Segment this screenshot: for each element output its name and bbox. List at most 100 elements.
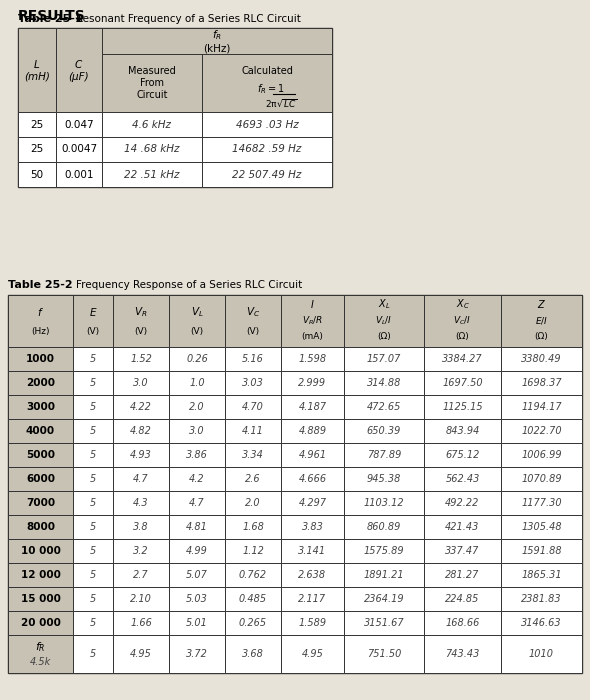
Text: 1010: 1010 [529, 649, 554, 659]
Text: 1022.70: 1022.70 [521, 426, 562, 436]
Text: 20 000: 20 000 [21, 618, 60, 628]
Text: 860.89: 860.89 [367, 522, 401, 532]
Text: 224.85: 224.85 [445, 594, 480, 604]
Bar [281, 371, 344, 395]
Text: 4.70: 4.70 [242, 402, 264, 412]
Bar [73, 395, 113, 419]
Bar [113, 563, 169, 587]
Text: $C$
(μF): $C$ (μF) [68, 58, 89, 82]
Text: 4.81: 4.81 [186, 522, 208, 532]
Bar [56, 162, 102, 187]
Text: (Ω): (Ω) [377, 332, 391, 341]
Text: 492.22: 492.22 [445, 498, 480, 508]
Bar [169, 611, 225, 635]
Bar [169, 587, 225, 611]
Text: 25: 25 [30, 120, 44, 130]
Bar [424, 395, 501, 419]
Bar [73, 539, 113, 563]
Text: 4.3: 4.3 [133, 498, 149, 508]
Bar [424, 347, 501, 371]
Bar [169, 515, 225, 539]
Text: Frequency Response of a Series RLC Circuit: Frequency Response of a Series RLC Circu… [76, 280, 302, 290]
Text: $V_R$: $V_R$ [135, 304, 148, 318]
Text: Calculated: Calculated [241, 66, 293, 76]
Text: 1698.37: 1698.37 [521, 378, 562, 388]
Bar [281, 467, 344, 491]
Bar [344, 371, 424, 395]
Text: RESULTS: RESULTS [18, 9, 86, 23]
Bar [56, 28, 102, 112]
Bar [169, 467, 225, 491]
Bar [113, 611, 169, 635]
Text: 5: 5 [90, 570, 96, 580]
Bar [424, 419, 501, 443]
Text: 472.65: 472.65 [367, 402, 401, 412]
Bar [501, 635, 582, 673]
Bar [225, 515, 281, 539]
Text: 22 .51 kHz: 22 .51 kHz [124, 169, 180, 179]
Text: 2.638: 2.638 [299, 570, 326, 580]
Text: 4.666: 4.666 [299, 474, 326, 484]
Bar [225, 295, 281, 347]
Bar [501, 563, 582, 587]
Text: 1103.12: 1103.12 [363, 498, 404, 508]
Text: $V_C/I$: $V_C/I$ [453, 315, 471, 328]
Text: 4.82: 4.82 [130, 426, 152, 436]
Bar [225, 419, 281, 443]
Bar [169, 371, 225, 395]
Bar [344, 467, 424, 491]
Bar [169, 347, 225, 371]
Bar [73, 587, 113, 611]
Text: $f$: $f$ [37, 306, 44, 318]
Text: (Ω): (Ω) [535, 332, 548, 341]
Bar [8, 295, 73, 347]
Text: 1177.30: 1177.30 [521, 498, 562, 508]
Bar [344, 515, 424, 539]
Text: 5: 5 [90, 402, 96, 412]
Text: 4.6 kHz: 4.6 kHz [133, 120, 172, 130]
Bar [424, 587, 501, 611]
Text: 25: 25 [30, 144, 44, 155]
Bar [8, 491, 73, 515]
Text: 1575.89: 1575.89 [363, 546, 404, 556]
Bar [501, 347, 582, 371]
Bar [344, 539, 424, 563]
Text: 5: 5 [90, 522, 96, 532]
Bar [169, 539, 225, 563]
Bar [169, 635, 225, 673]
Text: 4.297: 4.297 [299, 498, 326, 508]
Text: 0.047: 0.047 [64, 120, 94, 130]
Bar [18, 112, 56, 137]
Text: $X_C$: $X_C$ [455, 298, 470, 312]
Bar [424, 515, 501, 539]
Text: 3.83: 3.83 [301, 522, 323, 532]
Text: 5: 5 [90, 474, 96, 484]
Text: 2.117: 2.117 [299, 594, 326, 604]
Text: 562.43: 562.43 [445, 474, 480, 484]
Bar [18, 28, 56, 112]
Bar [8, 371, 73, 395]
Text: 4.99: 4.99 [186, 546, 208, 556]
Bar [225, 443, 281, 467]
Text: 1.12: 1.12 [242, 546, 264, 556]
Bar [344, 295, 424, 347]
Text: 2π$\sqrt{LC}$: 2π$\sqrt{LC}$ [265, 97, 297, 108]
Text: 675.12: 675.12 [445, 450, 480, 460]
Bar [225, 491, 281, 515]
Text: 12 000: 12 000 [21, 570, 60, 580]
Bar [73, 347, 113, 371]
Text: 4693 .03 Hz: 4693 .03 Hz [235, 120, 299, 130]
Text: 2364.19: 2364.19 [363, 594, 404, 604]
Text: 2000: 2000 [26, 378, 55, 388]
Text: 3.8: 3.8 [133, 522, 149, 532]
Text: 3146.63: 3146.63 [521, 618, 562, 628]
Text: 1.598: 1.598 [299, 354, 326, 364]
Bar [225, 539, 281, 563]
Text: 1070.89: 1070.89 [521, 474, 562, 484]
Text: $I$: $I$ [310, 298, 315, 310]
Bar [169, 419, 225, 443]
Bar [113, 443, 169, 467]
Text: 4.95: 4.95 [301, 649, 323, 659]
Text: 1.68: 1.68 [242, 522, 264, 532]
Text: 5.16: 5.16 [242, 354, 264, 364]
